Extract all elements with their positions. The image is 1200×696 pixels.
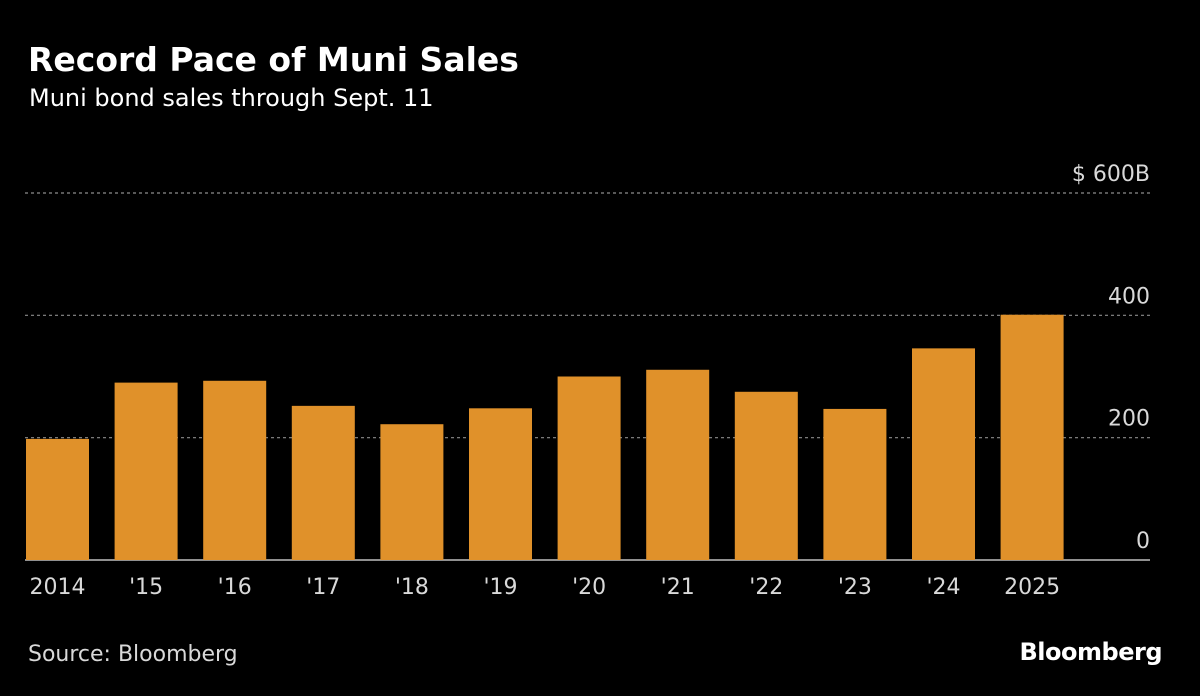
y-axis-labels: 0 200 400 $ 600B [1072, 162, 1150, 554]
bar [1000, 314, 1064, 560]
x-tick-label: '24 [926, 575, 960, 600]
source-note: Source: Bloomberg [28, 642, 238, 667]
bar [823, 408, 887, 560]
bar [557, 376, 621, 560]
chart-subtitle: Muni bond sales through Sept. 11 [29, 84, 434, 112]
y-tick-label: 400 [1108, 284, 1150, 309]
x-tick-label: '20 [572, 575, 606, 600]
bar [380, 424, 444, 560]
x-tick-label: 2014 [30, 575, 86, 600]
x-tick-label: '21 [661, 575, 695, 600]
chart-title: Record Pace of Muni Sales [28, 40, 519, 79]
bar [114, 382, 178, 560]
y-tick-label: $ 600B [1072, 162, 1150, 187]
x-tick-label: '17 [306, 575, 340, 600]
x-tick-label: '18 [395, 575, 429, 600]
x-tick-label: '23 [838, 575, 872, 600]
bloomberg-logo: Bloomberg [1019, 638, 1163, 666]
bars [26, 314, 1064, 560]
x-tick-label: '16 [218, 575, 252, 600]
y-tick-label: 0 [1136, 529, 1150, 554]
x-tick-label: 2025 [1004, 575, 1060, 600]
x-axis-labels: 2014 '15 '16 '17 '18 '19 '20 '21 '22 '23 '24 2025 [30, 575, 1061, 600]
x-tick-label: '19 [483, 575, 517, 600]
bar [734, 391, 798, 560]
bar [912, 348, 975, 560]
x-tick-label: '15 [129, 575, 163, 600]
bar [291, 405, 355, 560]
x-tick-label: '22 [749, 575, 783, 600]
y-tick-label: 200 [1108, 407, 1150, 432]
bar [203, 380, 267, 560]
bar [469, 408, 532, 560]
bar [646, 369, 710, 560]
bar [26, 438, 89, 560]
